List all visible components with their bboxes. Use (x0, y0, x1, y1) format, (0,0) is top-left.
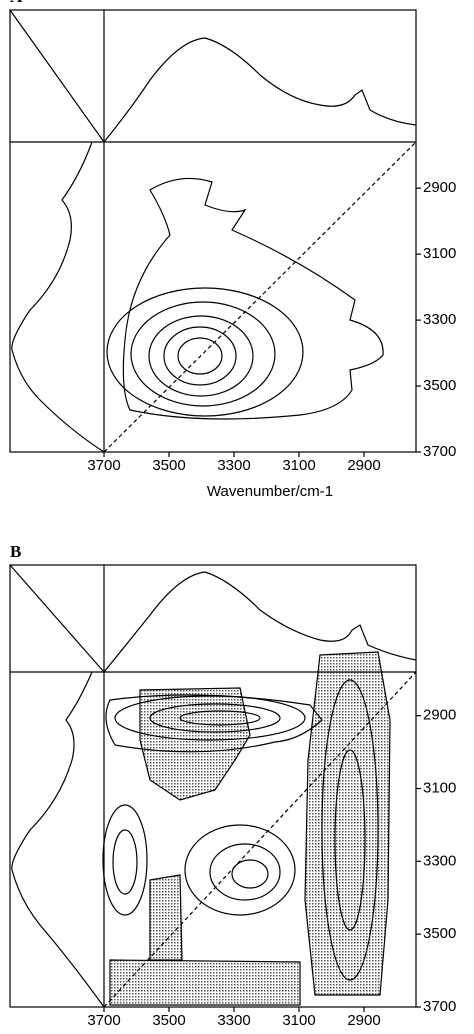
x-tick-label: 3500 (152, 1012, 185, 1029)
x-tick-label: 3500 (152, 457, 185, 474)
y-tick-label: 2900 (423, 179, 456, 196)
x-axis-label: Wavenumber/cm-1 (207, 483, 333, 500)
frame (9, 9, 417, 453)
y-tick-label: 2900 (423, 707, 456, 724)
corner-diagonal (9, 9, 105, 143)
panel-label: A (10, 0, 23, 6)
y-tick-label: 3300 (423, 311, 456, 328)
x-tick-label: 3700 (87, 457, 120, 474)
x-tick-label: 3100 (282, 1012, 315, 1029)
x-tick-label: 2900 (347, 1012, 380, 1029)
y-tick-label: 3700 (423, 443, 456, 460)
y-tick-label: 3500 (423, 377, 456, 394)
x-tick-label: 3300 (217, 1012, 250, 1029)
panel-b-contours (11, 571, 417, 1008)
panel-label: B (10, 542, 21, 561)
frame (9, 564, 417, 1008)
y-tick-label: 3500 (423, 925, 456, 942)
x-tick-label: 3100 (282, 457, 315, 474)
panel-a-contours (11, 37, 417, 453)
y-tick-label: 3100 (423, 779, 456, 796)
x-tick-label: 3700 (87, 1012, 120, 1029)
y-tick-label: 3300 (423, 852, 456, 869)
diagonal (103, 671, 417, 1008)
y-tick-label: 3100 (423, 245, 456, 262)
corner-diagonal (9, 564, 105, 673)
y-tick-label: 3700 (423, 998, 456, 1015)
x-tick-label: 2900 (347, 457, 380, 474)
diagonal (103, 141, 417, 453)
x-tick-label: 3300 (217, 457, 250, 474)
